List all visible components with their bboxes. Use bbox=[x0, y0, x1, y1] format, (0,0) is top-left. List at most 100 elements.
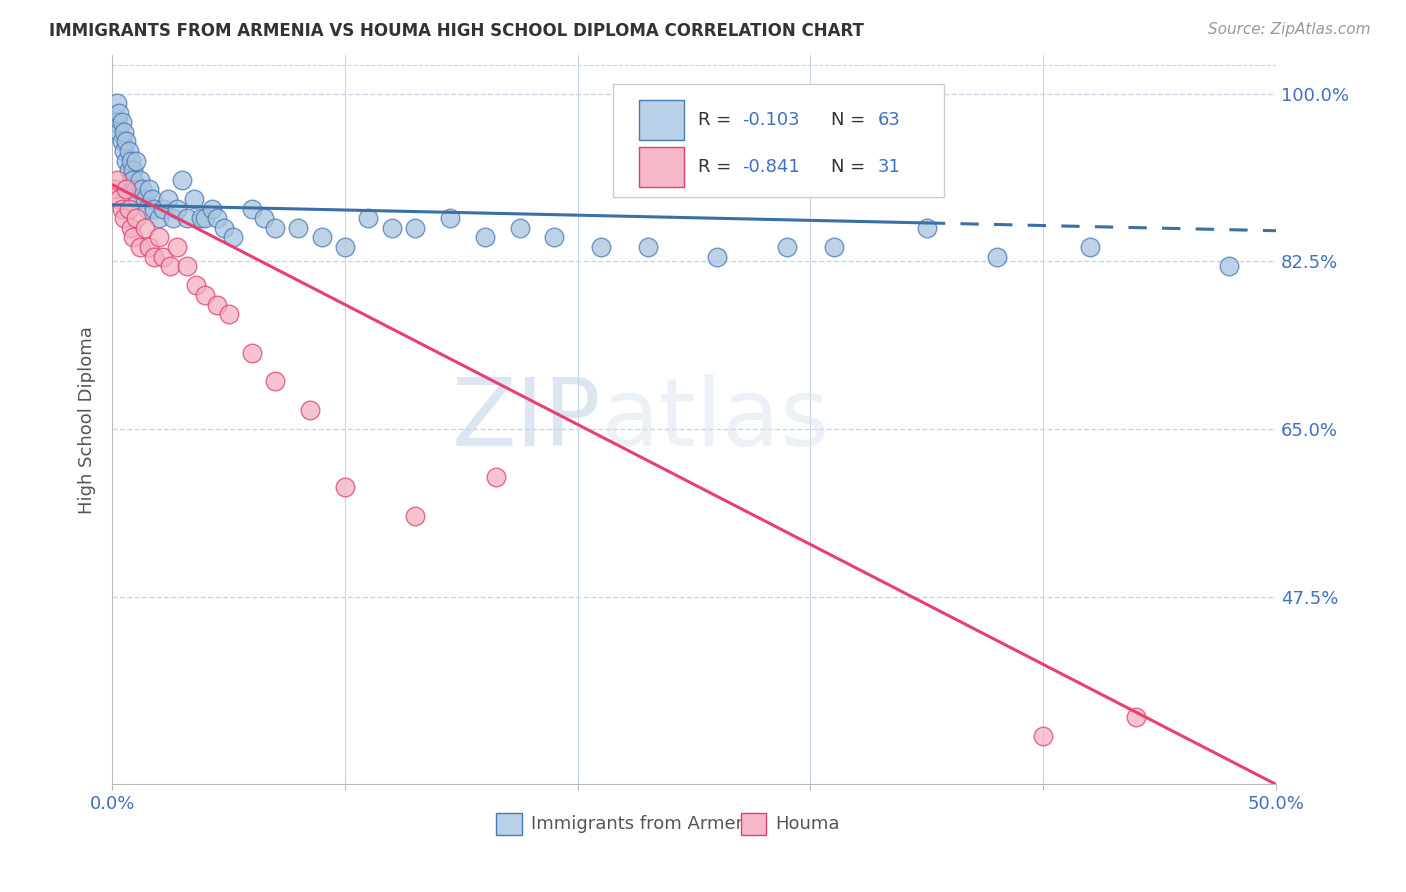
Point bbox=[157, 192, 180, 206]
Point bbox=[152, 202, 174, 216]
Point bbox=[380, 220, 402, 235]
FancyBboxPatch shape bbox=[613, 85, 945, 197]
Point bbox=[264, 220, 287, 235]
Point bbox=[264, 375, 287, 389]
Point bbox=[543, 230, 565, 244]
Point bbox=[333, 480, 356, 494]
Point bbox=[404, 220, 426, 235]
Point bbox=[136, 202, 159, 216]
Text: 31: 31 bbox=[877, 158, 901, 177]
Point bbox=[152, 250, 174, 264]
Point bbox=[120, 153, 142, 168]
Point bbox=[122, 163, 145, 178]
Point bbox=[148, 211, 170, 226]
Point bbox=[212, 220, 235, 235]
Point bbox=[240, 345, 263, 359]
Point bbox=[110, 115, 132, 129]
Point bbox=[143, 202, 166, 216]
Point bbox=[112, 211, 135, 226]
Point bbox=[129, 240, 152, 254]
Point bbox=[105, 96, 128, 111]
Point bbox=[166, 240, 188, 254]
Point bbox=[143, 250, 166, 264]
Point bbox=[170, 173, 193, 187]
Point bbox=[184, 278, 207, 293]
Point bbox=[108, 125, 131, 139]
Text: IMMIGRANTS FROM ARMENIA VS HOUMA HIGH SCHOOL DIPLOMA CORRELATION CHART: IMMIGRANTS FROM ARMENIA VS HOUMA HIGH SC… bbox=[49, 22, 865, 40]
Point bbox=[162, 211, 184, 226]
Text: Immigrants from Armenia: Immigrants from Armenia bbox=[531, 815, 763, 833]
Point bbox=[589, 240, 612, 254]
Point bbox=[357, 211, 380, 226]
Point bbox=[509, 220, 531, 235]
Point bbox=[159, 259, 181, 273]
Point bbox=[190, 211, 212, 226]
Point bbox=[124, 211, 146, 226]
Point bbox=[117, 144, 139, 158]
Point bbox=[120, 173, 142, 187]
Point bbox=[287, 220, 309, 235]
Point bbox=[112, 144, 135, 158]
Point bbox=[122, 173, 145, 187]
Text: Source: ZipAtlas.com: Source: ZipAtlas.com bbox=[1208, 22, 1371, 37]
Text: Houma: Houma bbox=[776, 815, 839, 833]
Point bbox=[218, 307, 240, 321]
Y-axis label: High School Diploma: High School Diploma bbox=[79, 326, 96, 514]
Bar bbox=[640, 147, 683, 187]
Point bbox=[105, 115, 128, 129]
Point bbox=[124, 153, 146, 168]
Point bbox=[176, 211, 198, 226]
Point bbox=[127, 192, 149, 206]
Point bbox=[108, 105, 131, 120]
Point bbox=[915, 220, 938, 235]
Point bbox=[194, 288, 217, 302]
Text: atlas: atlas bbox=[600, 374, 830, 466]
Point bbox=[1218, 259, 1240, 273]
Point bbox=[124, 182, 146, 196]
Bar bbox=[496, 814, 522, 836]
Text: R =: R = bbox=[697, 111, 737, 128]
Point bbox=[141, 192, 163, 206]
Text: -0.841: -0.841 bbox=[742, 158, 800, 177]
Text: N =: N = bbox=[831, 111, 872, 128]
Point bbox=[404, 508, 426, 523]
Point bbox=[110, 135, 132, 149]
Point bbox=[117, 163, 139, 178]
Point bbox=[138, 182, 160, 196]
Point bbox=[194, 211, 217, 226]
Point bbox=[112, 125, 135, 139]
Point bbox=[176, 259, 198, 273]
Point bbox=[115, 182, 138, 196]
Point bbox=[637, 240, 659, 254]
Point bbox=[776, 240, 799, 254]
Point bbox=[1125, 710, 1147, 724]
Point bbox=[183, 192, 205, 206]
Point bbox=[138, 240, 160, 254]
Point bbox=[148, 230, 170, 244]
Point bbox=[131, 182, 153, 196]
Point bbox=[115, 135, 138, 149]
Bar bbox=[640, 100, 683, 140]
Point bbox=[439, 211, 461, 226]
Point bbox=[205, 211, 228, 226]
Point bbox=[252, 211, 274, 226]
Point bbox=[103, 182, 125, 196]
Text: -0.103: -0.103 bbox=[742, 111, 800, 128]
Point bbox=[105, 173, 128, 187]
Point bbox=[110, 202, 132, 216]
Bar bbox=[741, 814, 766, 836]
Point bbox=[117, 202, 139, 216]
Point bbox=[103, 115, 125, 129]
Point bbox=[201, 202, 224, 216]
Point bbox=[333, 240, 356, 254]
Point bbox=[129, 173, 152, 187]
Point bbox=[108, 192, 131, 206]
Point bbox=[823, 240, 845, 254]
Text: N =: N = bbox=[831, 158, 872, 177]
Point bbox=[299, 403, 322, 417]
Point bbox=[122, 230, 145, 244]
Text: ZIP: ZIP bbox=[451, 374, 600, 466]
Point bbox=[205, 297, 228, 311]
Text: R =: R = bbox=[697, 158, 737, 177]
Point bbox=[311, 230, 333, 244]
